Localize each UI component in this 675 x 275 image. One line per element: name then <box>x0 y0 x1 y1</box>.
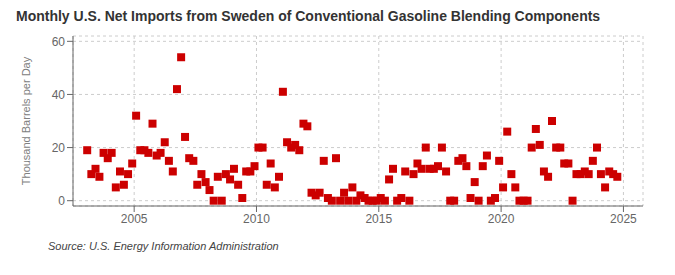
svg-text:Thousand Barrels per Day: Thousand Barrels per Day <box>20 56 32 185</box>
svg-text:0: 0 <box>58 194 65 208</box>
html-text:Source: U.S. Energy Informatio: Source: U.S. Energy Information Administ… <box>48 240 279 252</box>
svg-text:20: 20 <box>52 141 66 155</box>
html-text:Monthly U.S. Net Imports from: Monthly U.S. Net Imports from Sweden of … <box>16 8 601 24</box>
svg-text:2025: 2025 <box>610 212 637 226</box>
svg-text:2005: 2005 <box>121 212 148 226</box>
svg-text:2020: 2020 <box>488 212 515 226</box>
svg-text:40: 40 <box>52 88 66 102</box>
svg-text:60: 60 <box>52 35 66 49</box>
svg-text:2010: 2010 <box>243 212 270 226</box>
svg-text:2015: 2015 <box>365 212 392 226</box>
